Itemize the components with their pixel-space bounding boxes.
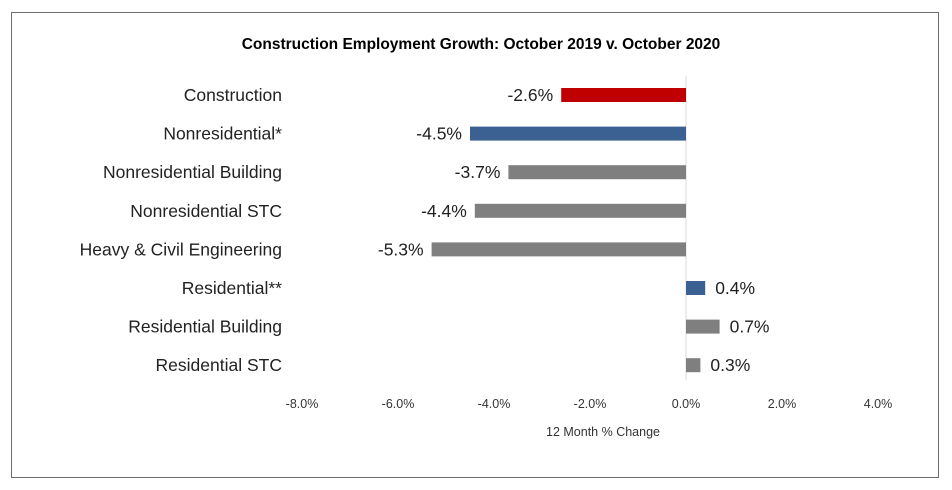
x-tick-label: 0.0%: [672, 397, 701, 411]
category-label: Nonresidential Building: [103, 162, 282, 182]
bar: [686, 281, 706, 295]
category-label: Nonresidential STC: [130, 201, 282, 221]
bar: [686, 319, 720, 334]
chart-title: Construction Employment Growth: October …: [242, 36, 721, 53]
x-tick-label: 2.0%: [768, 397, 797, 411]
bar: [561, 88, 686, 102]
data-label: -4.4%: [421, 201, 467, 221]
plot-area: -8.0% -6.0% -4.0% -2.0% 0.0% 2.0% 4.0% Construc…: [80, 76, 893, 411]
data-label: -3.7%: [455, 162, 501, 182]
category-label: Nonresidential*: [163, 124, 282, 144]
category-label: Residential Building: [128, 317, 282, 337]
category-label: Construction: [184, 85, 282, 105]
bar: [686, 358, 701, 373]
bar: [470, 126, 686, 141]
bar: [508, 165, 686, 180]
data-label: 0.7%: [730, 317, 770, 337]
data-label: -5.3%: [378, 239, 424, 259]
x-tick-label: 4.0%: [864, 397, 893, 411]
data-label: -4.5%: [416, 124, 462, 144]
x-tick-label: -2.0%: [574, 397, 607, 411]
bar: [474, 203, 686, 218]
x-axis-title: 12 Month % Change: [546, 425, 660, 439]
category-label: Residential STC: [156, 355, 282, 375]
data-label: 0.3%: [710, 355, 750, 375]
x-tick-label: -4.0%: [478, 397, 511, 411]
data-label: 0.4%: [715, 278, 755, 298]
category-label: Heavy & Civil Engineering: [80, 239, 282, 259]
category-label: Residential**: [182, 278, 282, 298]
data-label: -2.6%: [507, 85, 553, 105]
x-tick-label: -6.0%: [382, 397, 415, 411]
bar: [431, 242, 686, 257]
x-tick-label: -8.0%: [286, 397, 319, 411]
